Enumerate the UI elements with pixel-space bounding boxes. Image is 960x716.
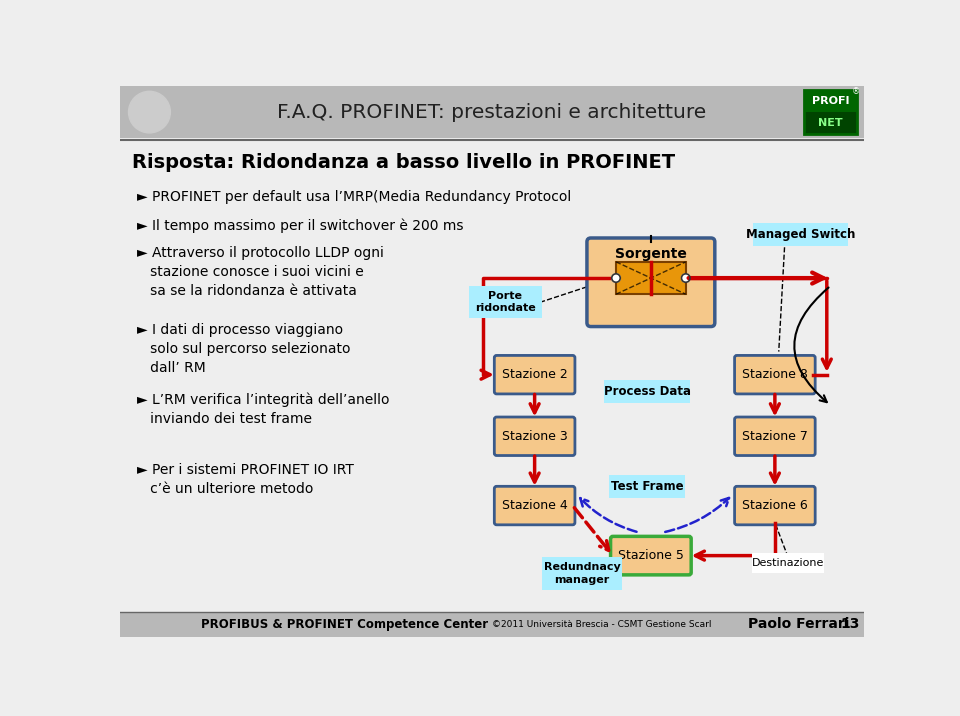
Text: ► Per i sistemi PROFINET IO IRT
   c’è un ulteriore metodo: ► Per i sistemi PROFINET IO IRT c’è un u…	[137, 463, 354, 496]
Text: Test Frame: Test Frame	[611, 480, 684, 493]
FancyBboxPatch shape	[609, 475, 685, 498]
Bar	[804, 90, 857, 135]
FancyBboxPatch shape	[587, 238, 715, 326]
Text: ► Attraverso il protocollo LLDP ogni
   stazione conosce i suoi vicini e
   sa s: ► Attraverso il protocollo LLDP ogni sta…	[137, 246, 384, 298]
Text: Stazione 2: Stazione 2	[502, 368, 567, 381]
Text: ► I dati di processo viaggiano
   solo sul percorso selezionato
   dall’ RM: ► I dati di processo viaggiano solo sul …	[137, 323, 350, 375]
FancyBboxPatch shape	[734, 355, 815, 394]
Text: Paolo Ferrari: Paolo Ferrari	[748, 617, 850, 631]
Text: ©2011 Università Brescia - CSMT Gestione Scarl: ©2011 Università Brescia - CSMT Gestione…	[492, 619, 711, 629]
FancyBboxPatch shape	[734, 417, 815, 455]
FancyBboxPatch shape	[754, 223, 848, 246]
Text: Process Data: Process Data	[604, 385, 690, 398]
Bar	[616, 262, 685, 294]
FancyBboxPatch shape	[611, 536, 691, 575]
Text: NET: NET	[818, 118, 843, 128]
Text: Sorgente: Sorgente	[615, 247, 686, 261]
Text: Redundnacy
manager: Redundnacy manager	[543, 562, 620, 584]
Text: Porte
ridondate: Porte ridondate	[475, 291, 536, 314]
Text: Risposta: Ridondanza a basso livello in PROFINET: Risposta: Ridondanza a basso livello in …	[132, 153, 675, 173]
Text: Destinazione: Destinazione	[752, 558, 825, 569]
FancyBboxPatch shape	[541, 557, 622, 589]
Text: Stazione 6: Stazione 6	[742, 499, 807, 512]
Bar	[120, 612, 864, 637]
FancyBboxPatch shape	[494, 355, 575, 394]
FancyBboxPatch shape	[494, 417, 575, 455]
FancyBboxPatch shape	[604, 380, 690, 403]
Text: ► L’RM verifica l’integrità dell’anello
   inviando dei test frame: ► L’RM verifica l’integrità dell’anello …	[137, 392, 390, 426]
Text: ®: ®	[852, 87, 860, 97]
FancyBboxPatch shape	[734, 486, 815, 525]
Circle shape	[612, 274, 620, 282]
Text: ► PROFINET per default usa l’MRP(Media Redundancy Protocol: ► PROFINET per default usa l’MRP(Media R…	[137, 190, 571, 204]
Text: PROFIBUS & PROFINET Competence Center: PROFIBUS & PROFINET Competence Center	[202, 618, 489, 631]
Text: Stazione 4: Stazione 4	[502, 499, 567, 512]
Bar	[804, 90, 857, 112]
Text: PROFI: PROFI	[812, 95, 850, 105]
Text: Stazione 8: Stazione 8	[742, 368, 807, 381]
Text: ► Il tempo massimo per il switchover è 200 ms: ► Il tempo massimo per il switchover è 2…	[137, 218, 464, 233]
Text: 13: 13	[840, 617, 860, 631]
Text: Stazione 3: Stazione 3	[502, 430, 567, 442]
Text: Stazione 7: Stazione 7	[742, 430, 807, 442]
FancyBboxPatch shape	[494, 486, 575, 525]
Text: F.A.Q. PROFINET: prestazioni e architetture: F.A.Q. PROFINET: prestazioni e architett…	[277, 102, 707, 122]
Circle shape	[682, 274, 690, 282]
FancyBboxPatch shape	[468, 286, 541, 319]
Text: Managed Switch: Managed Switch	[746, 228, 855, 241]
Text: Stazione 5: Stazione 5	[618, 549, 684, 562]
Bar	[120, 86, 864, 138]
Circle shape	[129, 92, 170, 133]
FancyBboxPatch shape	[753, 553, 824, 574]
